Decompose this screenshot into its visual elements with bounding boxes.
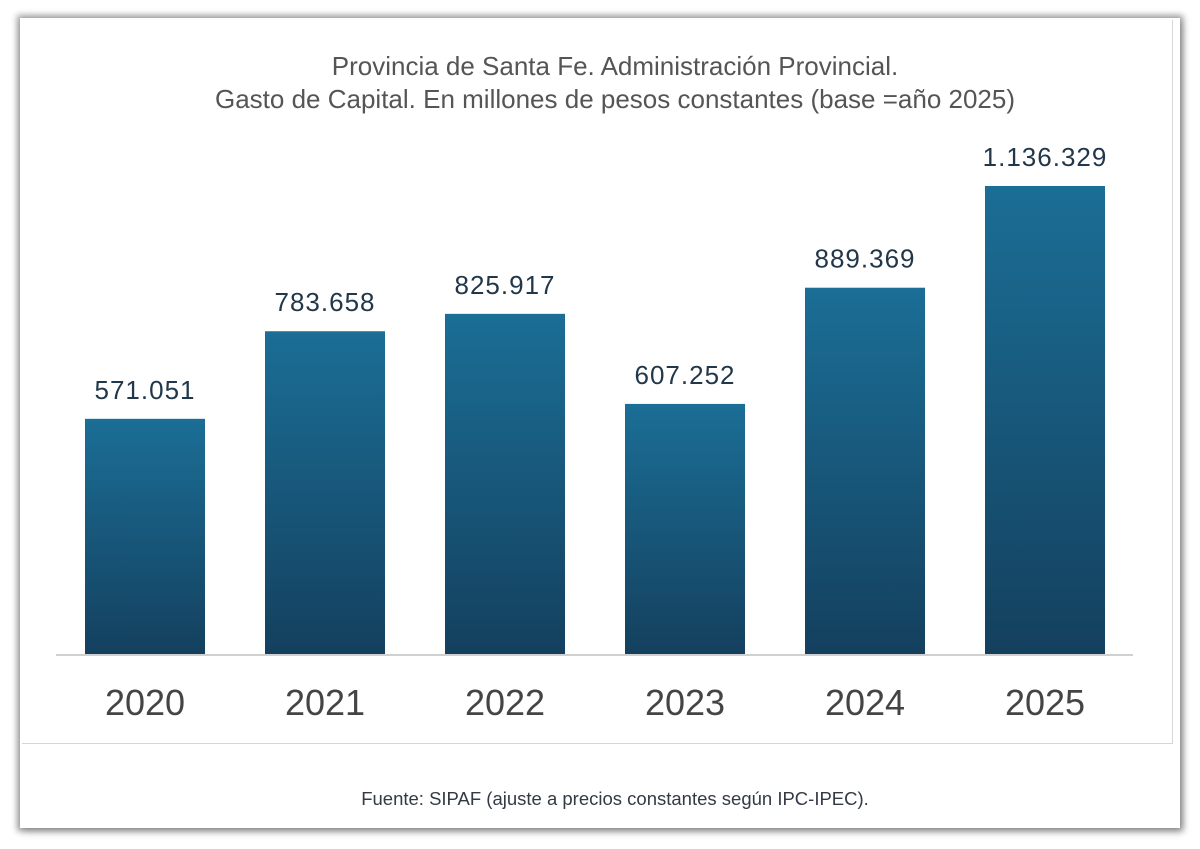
data-label-2023: 607.252 [635,360,736,390]
x-tick-label-2022: 2022 [465,682,545,723]
data-label-2024: 889.369 [815,244,916,274]
chart-title-block: Provincia de Santa Fe. Administración Pr… [20,50,1200,116]
chart-card: Provincia de Santa Fe. Administración Pr… [20,18,1180,828]
chart-title: Provincia de Santa Fe. Administración Pr… [331,51,899,81]
x-tick-label-2020: 2020 [105,682,185,723]
x-tick-label-2025: 2025 [1005,682,1085,723]
chart-area [22,20,1173,744]
bars-layer [85,186,1105,654]
chart-subtitle: Gasto de Capital. En millones de pesos c… [215,84,1015,114]
x-tick-label-2024: 2024 [825,682,905,723]
bar-2024 [805,287,925,654]
x-tick-label-2021: 2021 [285,682,365,723]
data-label-2022: 825.917 [455,270,556,300]
data-label-2025: 1.136.329 [983,142,1108,172]
x-tick-label-2023: 2023 [645,682,725,723]
data-label-2021: 783.658 [275,287,376,317]
source-note: Fuente: SIPAF (ajuste a precios constant… [361,788,869,809]
bar-2023 [625,403,745,654]
bar-2022 [445,313,565,654]
bar-chart: 571.051 2020 783.658 2021 825.917 2022 607.252… [56,142,1133,723]
labels-layer: 571.051 2020 783.658 2021 825.917 2022 607.252… [95,142,1108,723]
bar-2020 [85,418,205,654]
data-label-2020: 571.051 [95,375,196,405]
bar-2025 [985,186,1105,654]
bar-2021 [265,331,385,654]
